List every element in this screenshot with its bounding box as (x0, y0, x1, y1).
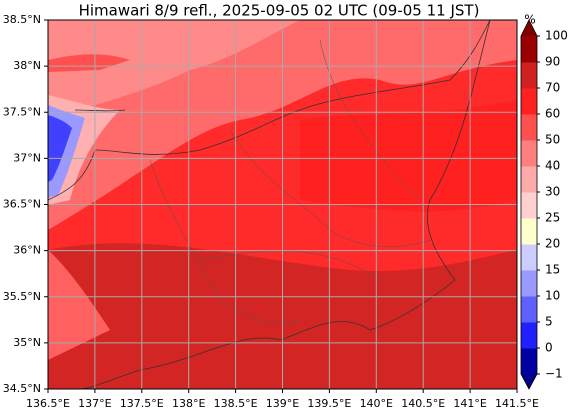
colorbar-label: 90 (545, 55, 560, 69)
colorbar-segment (521, 296, 537, 323)
y-tick-label: 38°N (13, 59, 41, 72)
colorbar-segment (521, 88, 537, 115)
colorbar: % −1 0 5 10 15 20 25 30 40 50 60 70 90 100 (520, 13, 568, 390)
colorbar-under (521, 374, 537, 389)
y-tick-label: 35°N (13, 336, 41, 349)
colorbar-label: 0 (545, 341, 553, 355)
colorbar-segment (521, 348, 537, 375)
colorbar-label: 50 (545, 133, 560, 147)
y-tick-label: 35.5°N (3, 290, 41, 303)
axes: 136.5°E 137°E 137.5°E 138°E 138.5°E 139°E 139.… (3, 13, 539, 410)
y-tick-label: 34.5°N (3, 382, 41, 395)
y-tick-label: 36°N (13, 244, 41, 257)
x-tick-label: 136.5°E (26, 397, 70, 409)
y-tick-label: 37°N (13, 151, 41, 164)
colorbar-segment (521, 322, 537, 349)
colorbar-segment (521, 140, 537, 167)
colorbar-segment (521, 36, 537, 63)
colorbar-segment (521, 114, 537, 141)
colorbar-over (521, 20, 537, 36)
colorbar-segment (521, 244, 537, 271)
colorbar-label: 60 (545, 107, 560, 121)
y-tick-label: 36.5°N (3, 198, 41, 211)
x-tick-label: 138.5°E (214, 397, 258, 409)
colorbar-segment (521, 270, 537, 297)
colorbar-label: 25 (545, 211, 560, 225)
x-tick-label: 139.5°E (307, 397, 351, 409)
x-tick-label: 137°E (78, 397, 111, 409)
colorbar-label: 30 (545, 185, 560, 199)
colorbar-label: −1 (545, 367, 563, 381)
x-tick-label: 141.5°E (495, 397, 539, 409)
colorbar-label: 70 (545, 81, 560, 95)
colorbar-segment (521, 192, 537, 219)
colorbar-segment (521, 166, 537, 193)
colorbar-label: 40 (545, 159, 560, 173)
colorbar-segment (521, 218, 537, 245)
x-tick-label: 141°E (453, 397, 486, 409)
x-tick-label: 140.5°E (401, 397, 445, 409)
y-tick-label: 37.5°N (3, 105, 41, 118)
colorbar-segment (521, 62, 537, 89)
colorbar-unit: % (524, 13, 535, 27)
x-tick-label: 137.5°E (120, 397, 164, 409)
title: Himawari 8/9 refl., 2025-09-05 02 UTC (0… (79, 2, 480, 20)
x-tick-label: 138°E (172, 397, 205, 409)
colorbar-label: 10 (545, 289, 560, 303)
colorbar-label: 100 (545, 29, 568, 43)
x-tick-label: 140°E (360, 397, 393, 409)
x-tick-label: 139°E (266, 397, 299, 409)
colorbar-label: 20 (545, 237, 560, 251)
y-tick-label: 38.5°N (3, 13, 41, 26)
colorbar-label: 15 (545, 263, 560, 277)
colorbar-label: 5 (545, 315, 553, 329)
